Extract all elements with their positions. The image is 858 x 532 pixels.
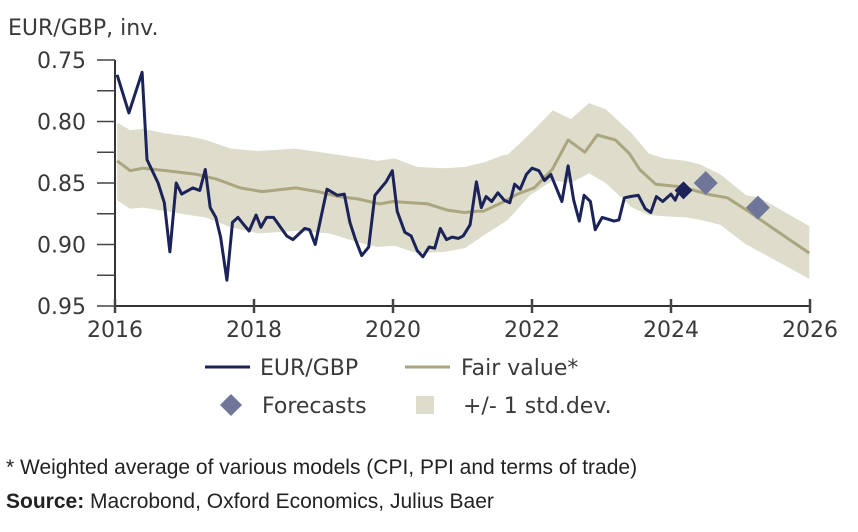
x-tick-label: 2020 <box>365 318 421 343</box>
eur-gbp-layer <box>115 70 684 282</box>
latest-point-marker <box>674 181 693 200</box>
std-dev-band-layer <box>117 103 810 279</box>
y-tick-labels: 0.75 0.80 0.85 0.90 0.95 <box>37 49 86 320</box>
y-tick-label: 0.75 <box>37 49 86 74</box>
fair-value-layer <box>116 133 811 255</box>
x-tick-label: 2016 <box>87 318 143 343</box>
legend-band-label: +/- 1 std.dev. <box>463 394 612 419</box>
chart: EUR/GBP, inv. 0.750.800.850.900.95 2016 2… <box>8 16 838 419</box>
x-tick-label: 2026 <box>782 318 838 343</box>
std-dev-band <box>117 103 810 279</box>
legend: EUR/GBP Fair value* Forecasts +/- 1 std.dev… <box>205 356 612 419</box>
legend-forecasts-label: Forecasts <box>262 394 367 419</box>
legend-band-swatch <box>416 396 434 414</box>
y-tick-label: 0.80 <box>37 111 86 136</box>
legend-eur-gbp-label: EUR/GBP <box>260 356 358 381</box>
forecast-marker <box>693 171 718 195</box>
axes <box>97 59 812 313</box>
forecasts-layer <box>674 171 770 220</box>
source-text: Macrobond, Oxford Economics, Julius Baer <box>84 490 494 513</box>
y-tick-label: 0.85 <box>37 172 86 197</box>
x-tick-label: 2018 <box>226 318 282 343</box>
y-axis-title: EUR/GBP, inv. <box>8 16 158 41</box>
legend-forecast-diamond <box>220 394 242 416</box>
x-tick-labels: 2016 2018 2020 2022 2024 2026 <box>87 318 838 343</box>
x-tick-label: 2024 <box>643 318 699 343</box>
y-tick-label: 0.90 <box>37 234 86 259</box>
footnote-models: * Weighted average of various models (CP… <box>6 456 638 479</box>
x-tick-label: 2022 <box>504 318 560 343</box>
footnote-source: Source: Macrobond, Oxford Economics, Jul… <box>6 490 494 514</box>
y-tick-label: 0.95 <box>37 295 86 320</box>
legend-fair-value-label: Fair value* <box>461 356 578 381</box>
forecast-marker <box>745 195 770 220</box>
eur-gbp-line <box>115 70 684 282</box>
fair-value-line <box>116 133 811 255</box>
source-label: Source: <box>6 490 85 513</box>
